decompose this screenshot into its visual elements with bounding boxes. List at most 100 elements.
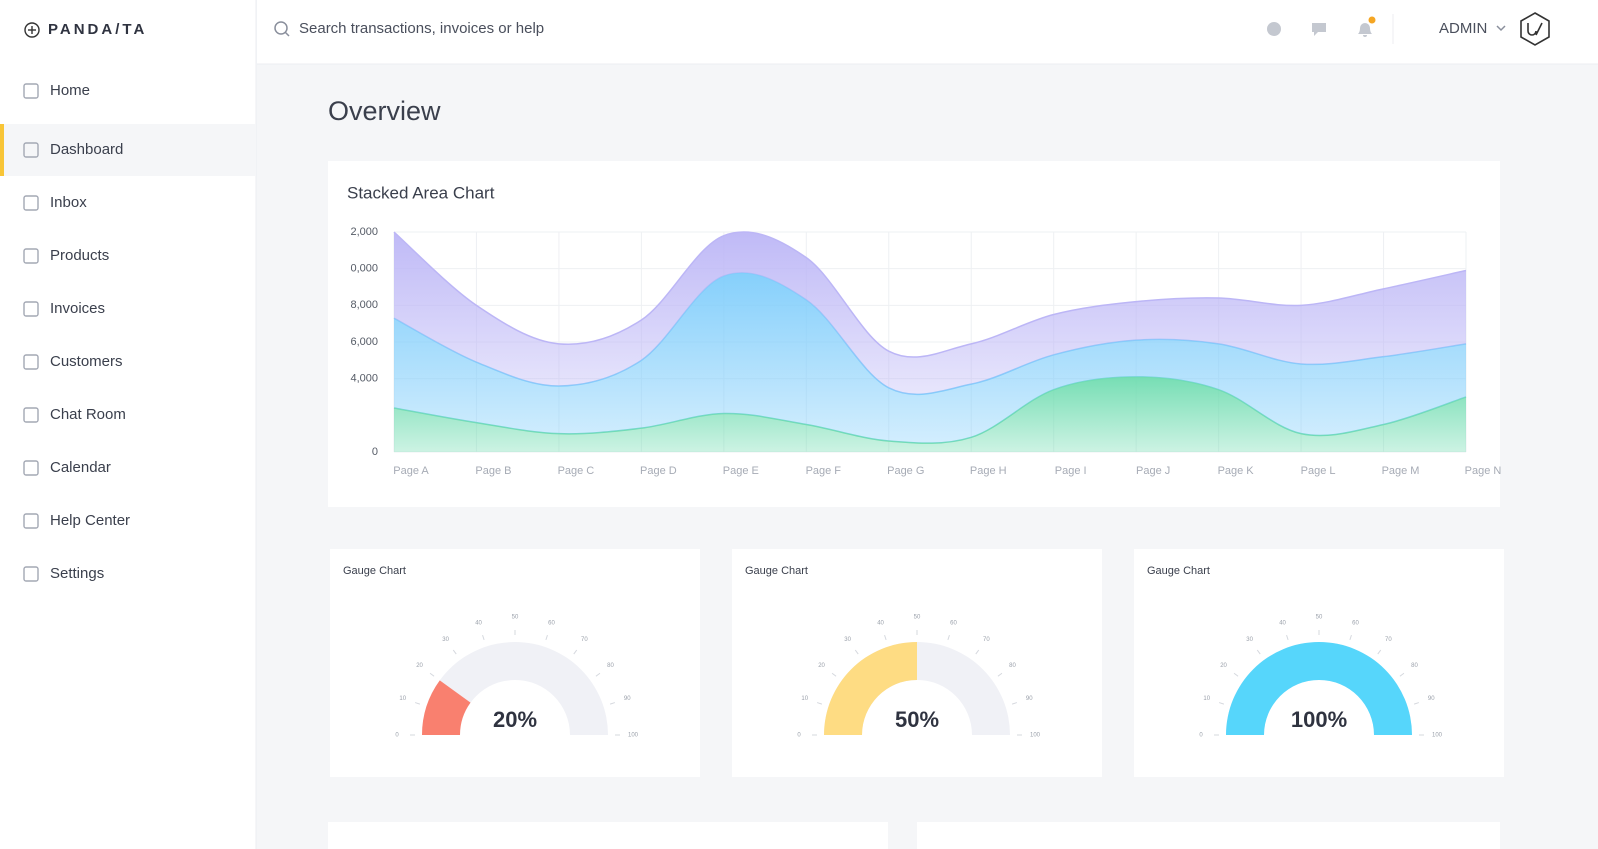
gauge-tick-label: 70: [581, 637, 588, 643]
nav-icon: [23, 566, 39, 582]
gauge-tick-label: 40: [877, 620, 884, 626]
x-tick-label: Page L: [1301, 465, 1336, 477]
y-tick-label: 2,000: [350, 226, 378, 238]
nav-item[interactable]: Home: [50, 82, 90, 99]
gauge-tick-label: 40: [1279, 620, 1286, 626]
brand-icon: [24, 22, 40, 38]
gauge-tick-label: 60: [950, 620, 957, 626]
gauge-tick-label: 100: [1030, 733, 1041, 739]
x-tick-label: Page N: [1465, 465, 1502, 477]
gauge-tick: [1218, 702, 1225, 705]
gauge-value-label: 50%: [895, 707, 939, 732]
gauge-tick-label: 80: [607, 663, 614, 669]
gauge-tick: [884, 634, 887, 641]
area: [394, 272, 1466, 444]
bell-icon[interactable]: [1358, 23, 1372, 37]
x-tick-label: Page K: [1218, 465, 1255, 477]
page-title: Overview: [328, 96, 441, 126]
area: [394, 232, 1466, 395]
x-tick-label: Page B: [475, 465, 511, 477]
gauge-tick-label: 0: [797, 733, 801, 739]
nav-icon: [23, 460, 39, 476]
gauge-tick-label: 30: [1246, 637, 1253, 643]
chart-title: Gauge Chart: [1147, 565, 1210, 577]
gauge-tick-label: 60: [1352, 620, 1359, 626]
gauge-tick: [997, 672, 1003, 677]
globe-icon[interactable]: [1267, 22, 1281, 36]
avatar[interactable]: [1520, 12, 1550, 46]
nav-item[interactable]: Help Center: [50, 512, 130, 529]
gauge-tick-label: 10: [1203, 696, 1210, 702]
gauge-tick-label: 20: [416, 663, 423, 669]
y-tick-label: 8,000: [350, 299, 378, 311]
gauge-tick: [1286, 634, 1289, 641]
nav-item[interactable]: Invoices: [50, 300, 105, 317]
gauge-value-label: 100%: [1291, 707, 1347, 732]
nav-item[interactable]: Customers: [50, 353, 123, 370]
y-tick-label: 0: [372, 446, 378, 458]
gauge-value: [422, 680, 471, 735]
gauge-tick-label: 60: [548, 620, 555, 626]
gauge-tick: [816, 702, 823, 705]
gauge-tick-label: 80: [1009, 663, 1016, 669]
gauge-tick: [1413, 702, 1420, 705]
gauge-tick: [429, 672, 435, 677]
search-input[interactable]: Search transactions, invoices or help: [299, 20, 544, 37]
gauge-tick: [1377, 649, 1382, 655]
user-name[interactable]: ADMIN: [1439, 20, 1487, 37]
x-tick-label: Page H: [970, 465, 1007, 477]
area-edge: [393, 231, 1467, 358]
nav-icon: [23, 83, 39, 99]
nav-active-bar: [0, 124, 4, 176]
nav-icon: [23, 407, 39, 423]
gauge-tick: [452, 649, 457, 655]
y-tick-label: 6,000: [350, 336, 378, 348]
gauge-tick-label: 90: [1026, 696, 1033, 702]
y-tick-label: 0,000: [350, 263, 378, 275]
chart-title: Gauge Chart: [745, 565, 808, 577]
card: [917, 822, 1500, 849]
gauge-tick: [482, 634, 485, 641]
nav-item[interactable]: Settings: [50, 565, 104, 582]
gauge-tick-label: 80: [1411, 663, 1418, 669]
gauge-tick: [573, 649, 578, 655]
gauge-tick: [1011, 702, 1018, 705]
gauge-tick: [1233, 672, 1239, 677]
gauge-tick-label: 90: [624, 696, 631, 702]
gauge-tick: [1399, 672, 1405, 677]
x-tick-label: Page I: [1055, 465, 1087, 477]
nav-item[interactable]: Products: [50, 247, 109, 264]
y-tick-label: 4,000: [350, 373, 378, 385]
nav-active-bg: [0, 124, 256, 176]
charts: Stacked Area Chart 0 4,000 6,000 8,000 0,000 2…: [328, 161, 1504, 777]
gauge-tick-label: 10: [801, 696, 808, 702]
nav-icon: [23, 195, 39, 211]
nav-item[interactable]: Calendar: [50, 459, 111, 476]
gauge-tick-label: 20: [818, 663, 825, 669]
gauge-tick-label: 100: [628, 733, 639, 739]
gauge-tick-label: 10: [399, 696, 406, 702]
x-tick-label: Page D: [640, 465, 677, 477]
area: [394, 376, 1466, 452]
gauge-tick-label: 30: [442, 637, 449, 643]
gauge-value: [824, 642, 917, 735]
gauge-tick: [947, 634, 950, 641]
gauge-tick-label: 100: [1432, 733, 1443, 739]
gauge-tick: [831, 672, 837, 677]
gauge-tick: [414, 702, 421, 705]
brand: PANDA/TA: [48, 21, 147, 38]
chat-icon[interactable]: [1312, 23, 1326, 36]
notification-dot: [1368, 16, 1376, 24]
nav-item[interactable]: Dashboard: [50, 141, 123, 158]
nav-item[interactable]: Chat Room: [50, 406, 126, 423]
header: [257, 0, 1598, 64]
gauge-tick: [1256, 649, 1261, 655]
user-dropdown[interactable]: [1496, 25, 1506, 32]
gauge-tick-label: 70: [1385, 637, 1392, 643]
chart-title: Stacked Area Chart: [347, 183, 495, 202]
x-tick-label: Page C: [558, 465, 595, 477]
nav-item[interactable]: Inbox: [50, 194, 87, 211]
nav-icon: [23, 142, 39, 158]
x-tick-label: Page G: [887, 465, 924, 477]
